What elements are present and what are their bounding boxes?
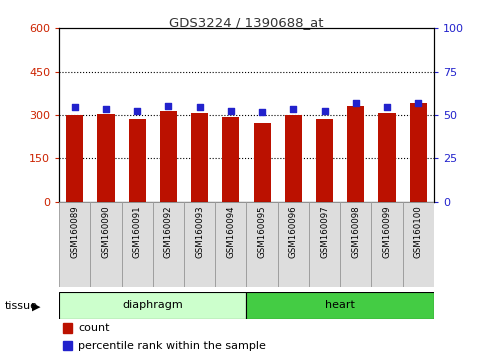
Text: diaphragm: diaphragm — [122, 300, 183, 310]
Text: heart: heart — [325, 300, 355, 310]
Point — [196, 104, 204, 110]
Text: GSM160090: GSM160090 — [102, 205, 110, 258]
Bar — [347, 106, 364, 202]
Bar — [371, 202, 403, 287]
Bar — [59, 292, 246, 319]
Text: percentile rank within the sample: percentile rank within the sample — [78, 341, 266, 350]
Bar — [59, 202, 90, 287]
Bar — [246, 292, 434, 319]
Text: GSM160097: GSM160097 — [320, 205, 329, 258]
Bar — [184, 202, 215, 287]
Point — [258, 110, 266, 115]
Bar — [309, 202, 340, 287]
Text: ▶: ▶ — [32, 301, 40, 311]
Bar — [63, 323, 72, 333]
Bar — [122, 202, 153, 287]
Text: count: count — [78, 323, 109, 333]
Point — [352, 100, 360, 106]
Text: GSM160095: GSM160095 — [258, 205, 267, 258]
Bar — [222, 117, 240, 202]
Text: GSM160099: GSM160099 — [383, 205, 391, 258]
Bar — [246, 202, 278, 287]
Point — [289, 106, 297, 112]
Point — [383, 104, 391, 110]
Text: GSM160096: GSM160096 — [289, 205, 298, 258]
Point — [165, 103, 173, 108]
Bar — [215, 202, 246, 287]
Bar — [253, 123, 271, 202]
Bar — [129, 119, 146, 202]
Bar — [153, 202, 184, 287]
Point — [102, 106, 110, 112]
Point — [227, 108, 235, 114]
Bar — [90, 202, 122, 287]
Bar — [316, 119, 333, 202]
Text: GSM160094: GSM160094 — [226, 205, 235, 258]
Text: GSM160092: GSM160092 — [164, 205, 173, 258]
Point — [71, 104, 79, 110]
Text: GSM160098: GSM160098 — [352, 205, 360, 258]
Bar — [340, 202, 371, 287]
Bar — [98, 114, 114, 202]
Bar — [278, 202, 309, 287]
Text: GSM160091: GSM160091 — [133, 205, 141, 258]
Text: GSM160100: GSM160100 — [414, 205, 423, 258]
Point — [414, 100, 422, 106]
Point — [133, 108, 141, 114]
Bar — [403, 202, 434, 287]
Bar — [63, 341, 72, 350]
Text: GSM160093: GSM160093 — [195, 205, 204, 258]
Point — [320, 108, 328, 114]
Bar — [410, 103, 427, 202]
Bar — [379, 113, 395, 202]
Bar — [285, 115, 302, 202]
Text: tissue: tissue — [5, 301, 38, 311]
Bar — [160, 111, 177, 202]
Text: GDS3224 / 1390688_at: GDS3224 / 1390688_at — [169, 16, 324, 29]
Bar — [66, 115, 83, 202]
Text: GSM160089: GSM160089 — [70, 205, 79, 258]
Bar — [191, 113, 208, 202]
